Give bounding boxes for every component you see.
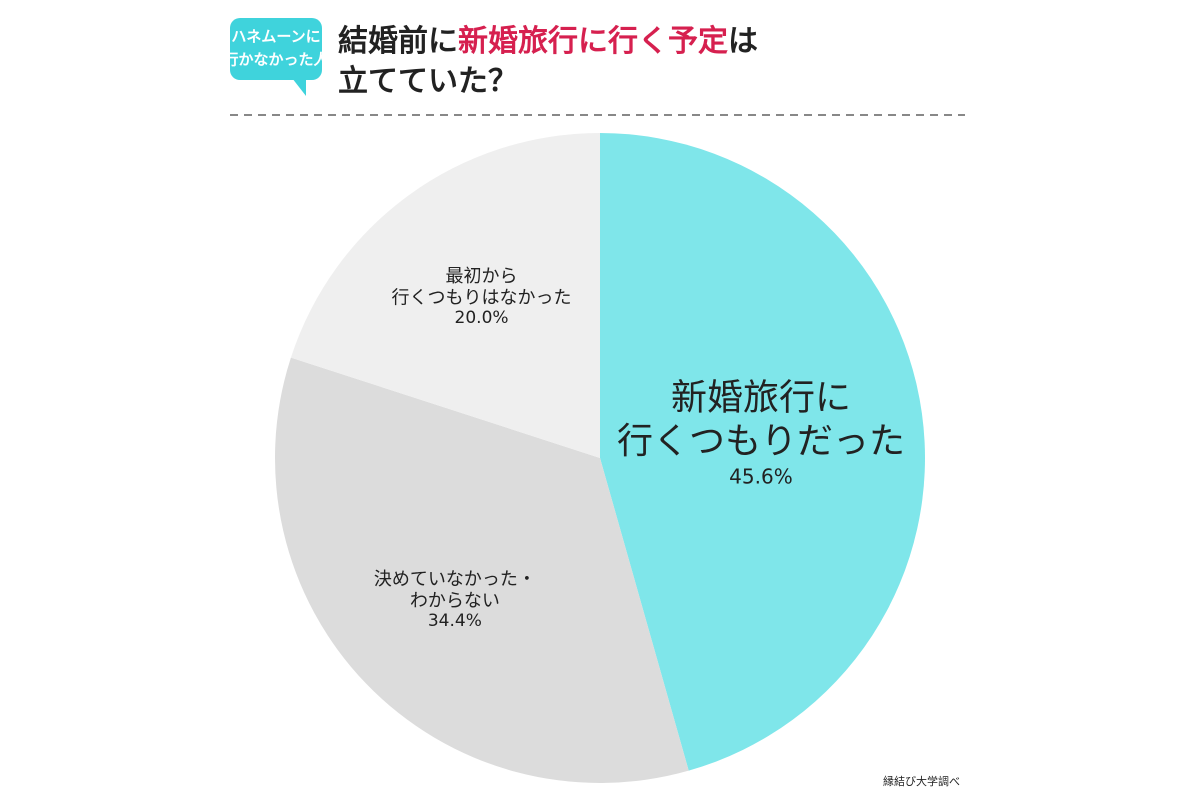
value-label: 45.6%: [729, 465, 793, 489]
title-part: 立てていた？: [338, 64, 518, 99]
chart-title: 結婚前に新婚旅行に行く予定は: [338, 24, 758, 59]
slice-label: 最初から: [446, 266, 518, 287]
slice-label: 新婚旅行に: [671, 378, 851, 419]
value-label: 20.0%: [455, 308, 509, 328]
title-part: 結婚前に: [338, 24, 458, 59]
slice-label: 決めていなかった・: [374, 569, 536, 590]
pie-slice: [600, 133, 926, 771]
slice-label: 行くつもりだった: [617, 421, 905, 462]
badge-bg: [230, 18, 322, 80]
pie-slice: [275, 357, 689, 783]
pie-slice: [290, 133, 600, 458]
badge-line: 行かなかった人: [222, 51, 329, 69]
badge-tail: [292, 78, 306, 96]
slice-label: 行くつもりはなかった: [392, 288, 572, 309]
source: 縁結び大学調べ: [883, 774, 960, 788]
chart-title: 立てていた？: [338, 64, 518, 99]
slice-label: わからない: [410, 590, 500, 611]
title-part: 新婚旅行に行く予定: [458, 24, 728, 59]
value-label: 34.4%: [428, 611, 482, 631]
badge-line: ハネムーンに: [231, 28, 320, 46]
title-part: は: [728, 24, 758, 59]
badge: ハネムーンに 行かなかった人: [222, 18, 329, 96]
